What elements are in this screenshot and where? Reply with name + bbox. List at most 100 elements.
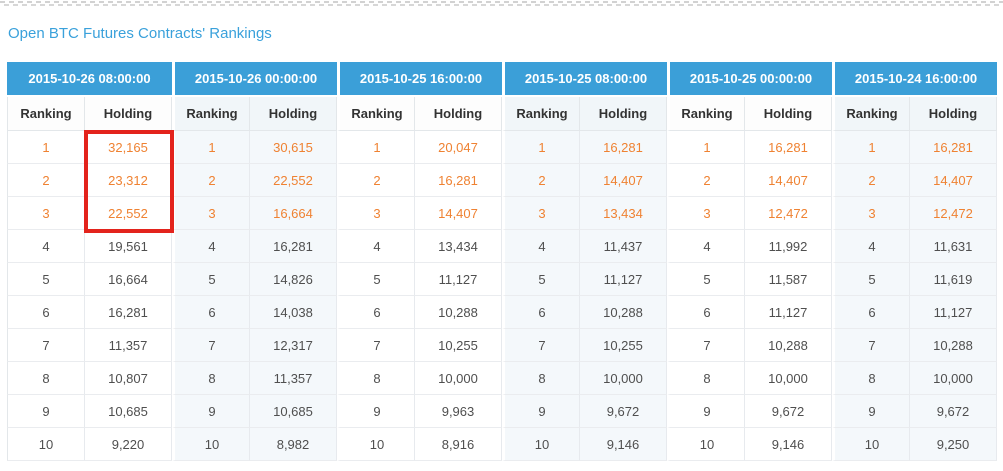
ranking-cell: 9 [7,395,85,428]
holding-cell: 14,038 [250,296,337,329]
table-row: 1 32,165 1 30,615 1 20,047 1 16,281 1 16,281 1 16,2… [7,131,997,164]
rankings-table-container: 2015-10-26 08:00:00 2015-10-26 00:00:00 20… [7,62,997,461]
holding-cell: 10,288 [580,296,667,329]
holding-cell: 11,437 [580,230,667,263]
ranking-cell: 3 [832,197,910,230]
ranking-cell: 6 [502,296,580,329]
ranking-cell: 2 [667,164,745,197]
holding-cell: 10,685 [250,395,337,428]
ranking-cell: 1 [832,131,910,164]
ranking-cell: 5 [7,263,85,296]
holding-cell: 14,407 [415,197,502,230]
holding-cell: 9,672 [580,395,667,428]
ranking-cell: 6 [172,296,250,329]
ranking-cell: 5 [502,263,580,296]
holding-cell: 16,281 [745,131,832,164]
holding-header: Holding [745,97,832,131]
ranking-cell: 4 [832,230,910,263]
ranking-cell: 6 [7,296,85,329]
holding-cell: 16,281 [85,296,172,329]
ranking-cell: 4 [7,230,85,263]
holding-header: Holding [85,97,172,131]
ranking-cell: 1 [502,131,580,164]
holding-cell: 11,127 [580,263,667,296]
holding-cell: 20,047 [415,131,502,164]
ranking-header: Ranking [832,97,910,131]
ranking-cell: 7 [502,329,580,362]
ranking-cell: 8 [7,362,85,395]
holding-cell: 11,357 [250,362,337,395]
holding-cell: 16,664 [85,263,172,296]
ranking-cell: 7 [832,329,910,362]
ranking-cell: 4 [172,230,250,263]
ranking-cell: 5 [172,263,250,296]
ranking-cell: 3 [172,197,250,230]
ranking-cell: 1 [667,131,745,164]
ranking-cell: 7 [172,329,250,362]
holding-cell: 11,127 [415,263,502,296]
ranking-cell: 3 [337,197,415,230]
column-group-timestamp: 2015-10-25 16:00:00 [337,62,502,97]
holding-cell: 12,472 [910,197,997,230]
holding-cell: 9,250 [910,428,997,461]
holding-cell: 10,000 [745,362,832,395]
holding-cell: 10,000 [415,362,502,395]
ranking-cell: 1 [337,131,415,164]
page-title: Open BTC Futures Contracts' Rankings [8,25,272,42]
ranking-cell: 10 [832,428,910,461]
ranking-cell: 1 [7,131,85,164]
holding-cell: 11,127 [745,296,832,329]
holding-cell: 9,146 [745,428,832,461]
holding-cell: 14,407 [745,164,832,197]
ranking-header: Ranking [337,97,415,131]
holding-cell: 14,407 [910,164,997,197]
holding-cell: 11,357 [85,329,172,362]
ranking-cell: 5 [667,263,745,296]
table-row: 5 16,664 5 14,826 5 11,127 5 11,127 5 11,587 5 11,6… [7,263,997,296]
ranking-header: Ranking [172,97,250,131]
table-body: 1 32,165 1 30,615 1 20,047 1 16,281 1 16,281 1 16,2… [7,131,997,461]
ranking-cell: 2 [7,164,85,197]
holding-header: Holding [250,97,337,131]
holding-cell: 12,317 [250,329,337,362]
rankings-table: 2015-10-26 08:00:00 2015-10-26 00:00:00 20… [7,62,997,461]
ranking-cell: 9 [172,395,250,428]
table-row: 10 9,220 10 8,982 10 8,916 10 9,146 10 9,146 10 9,2… [7,428,997,461]
table-row: 2 23,312 2 22,552 2 16,281 2 14,407 2 14,407 2 14,4… [7,164,997,197]
holding-cell: 16,281 [580,131,667,164]
ranking-cell: 6 [832,296,910,329]
holding-cell: 11,619 [910,263,997,296]
ranking-cell: 3 [7,197,85,230]
holding-cell: 9,220 [85,428,172,461]
holding-cell: 9,146 [580,428,667,461]
holding-cell: 11,587 [745,263,832,296]
ranking-cell: 3 [667,197,745,230]
table-head: 2015-10-26 08:00:00 2015-10-26 00:00:00 20… [7,62,997,131]
ranking-cell: 7 [337,329,415,362]
column-group-timestamp: 2015-10-26 00:00:00 [172,62,337,97]
holding-cell: 22,552 [250,164,337,197]
holding-cell: 11,127 [910,296,997,329]
ranking-cell: 6 [337,296,415,329]
table-row: 6 16,281 6 14,038 6 10,288 6 10,288 6 11,127 6 11,1… [7,296,997,329]
holding-cell: 22,552 [85,197,172,230]
ranking-cell: 5 [337,263,415,296]
holding-cell: 10,685 [85,395,172,428]
ranking-cell: 4 [337,230,415,263]
holding-cell: 9,672 [910,395,997,428]
column-group-timestamp: 2015-10-25 00:00:00 [667,62,832,97]
ranking-cell: 7 [667,329,745,362]
ranking-cell: 8 [337,362,415,395]
ranking-cell: 3 [502,197,580,230]
holding-cell: 10,255 [415,329,502,362]
ranking-cell: 5 [832,263,910,296]
ranking-cell: 7 [7,329,85,362]
ranking-cell: 2 [502,164,580,197]
holding-header: Holding [580,97,667,131]
column-group-timestamp: 2015-10-25 08:00:00 [502,62,667,97]
holding-cell: 10,288 [745,329,832,362]
holding-cell: 13,434 [580,197,667,230]
holding-cell: 10,807 [85,362,172,395]
ranking-cell: 9 [667,395,745,428]
ranking-cell: 8 [172,362,250,395]
